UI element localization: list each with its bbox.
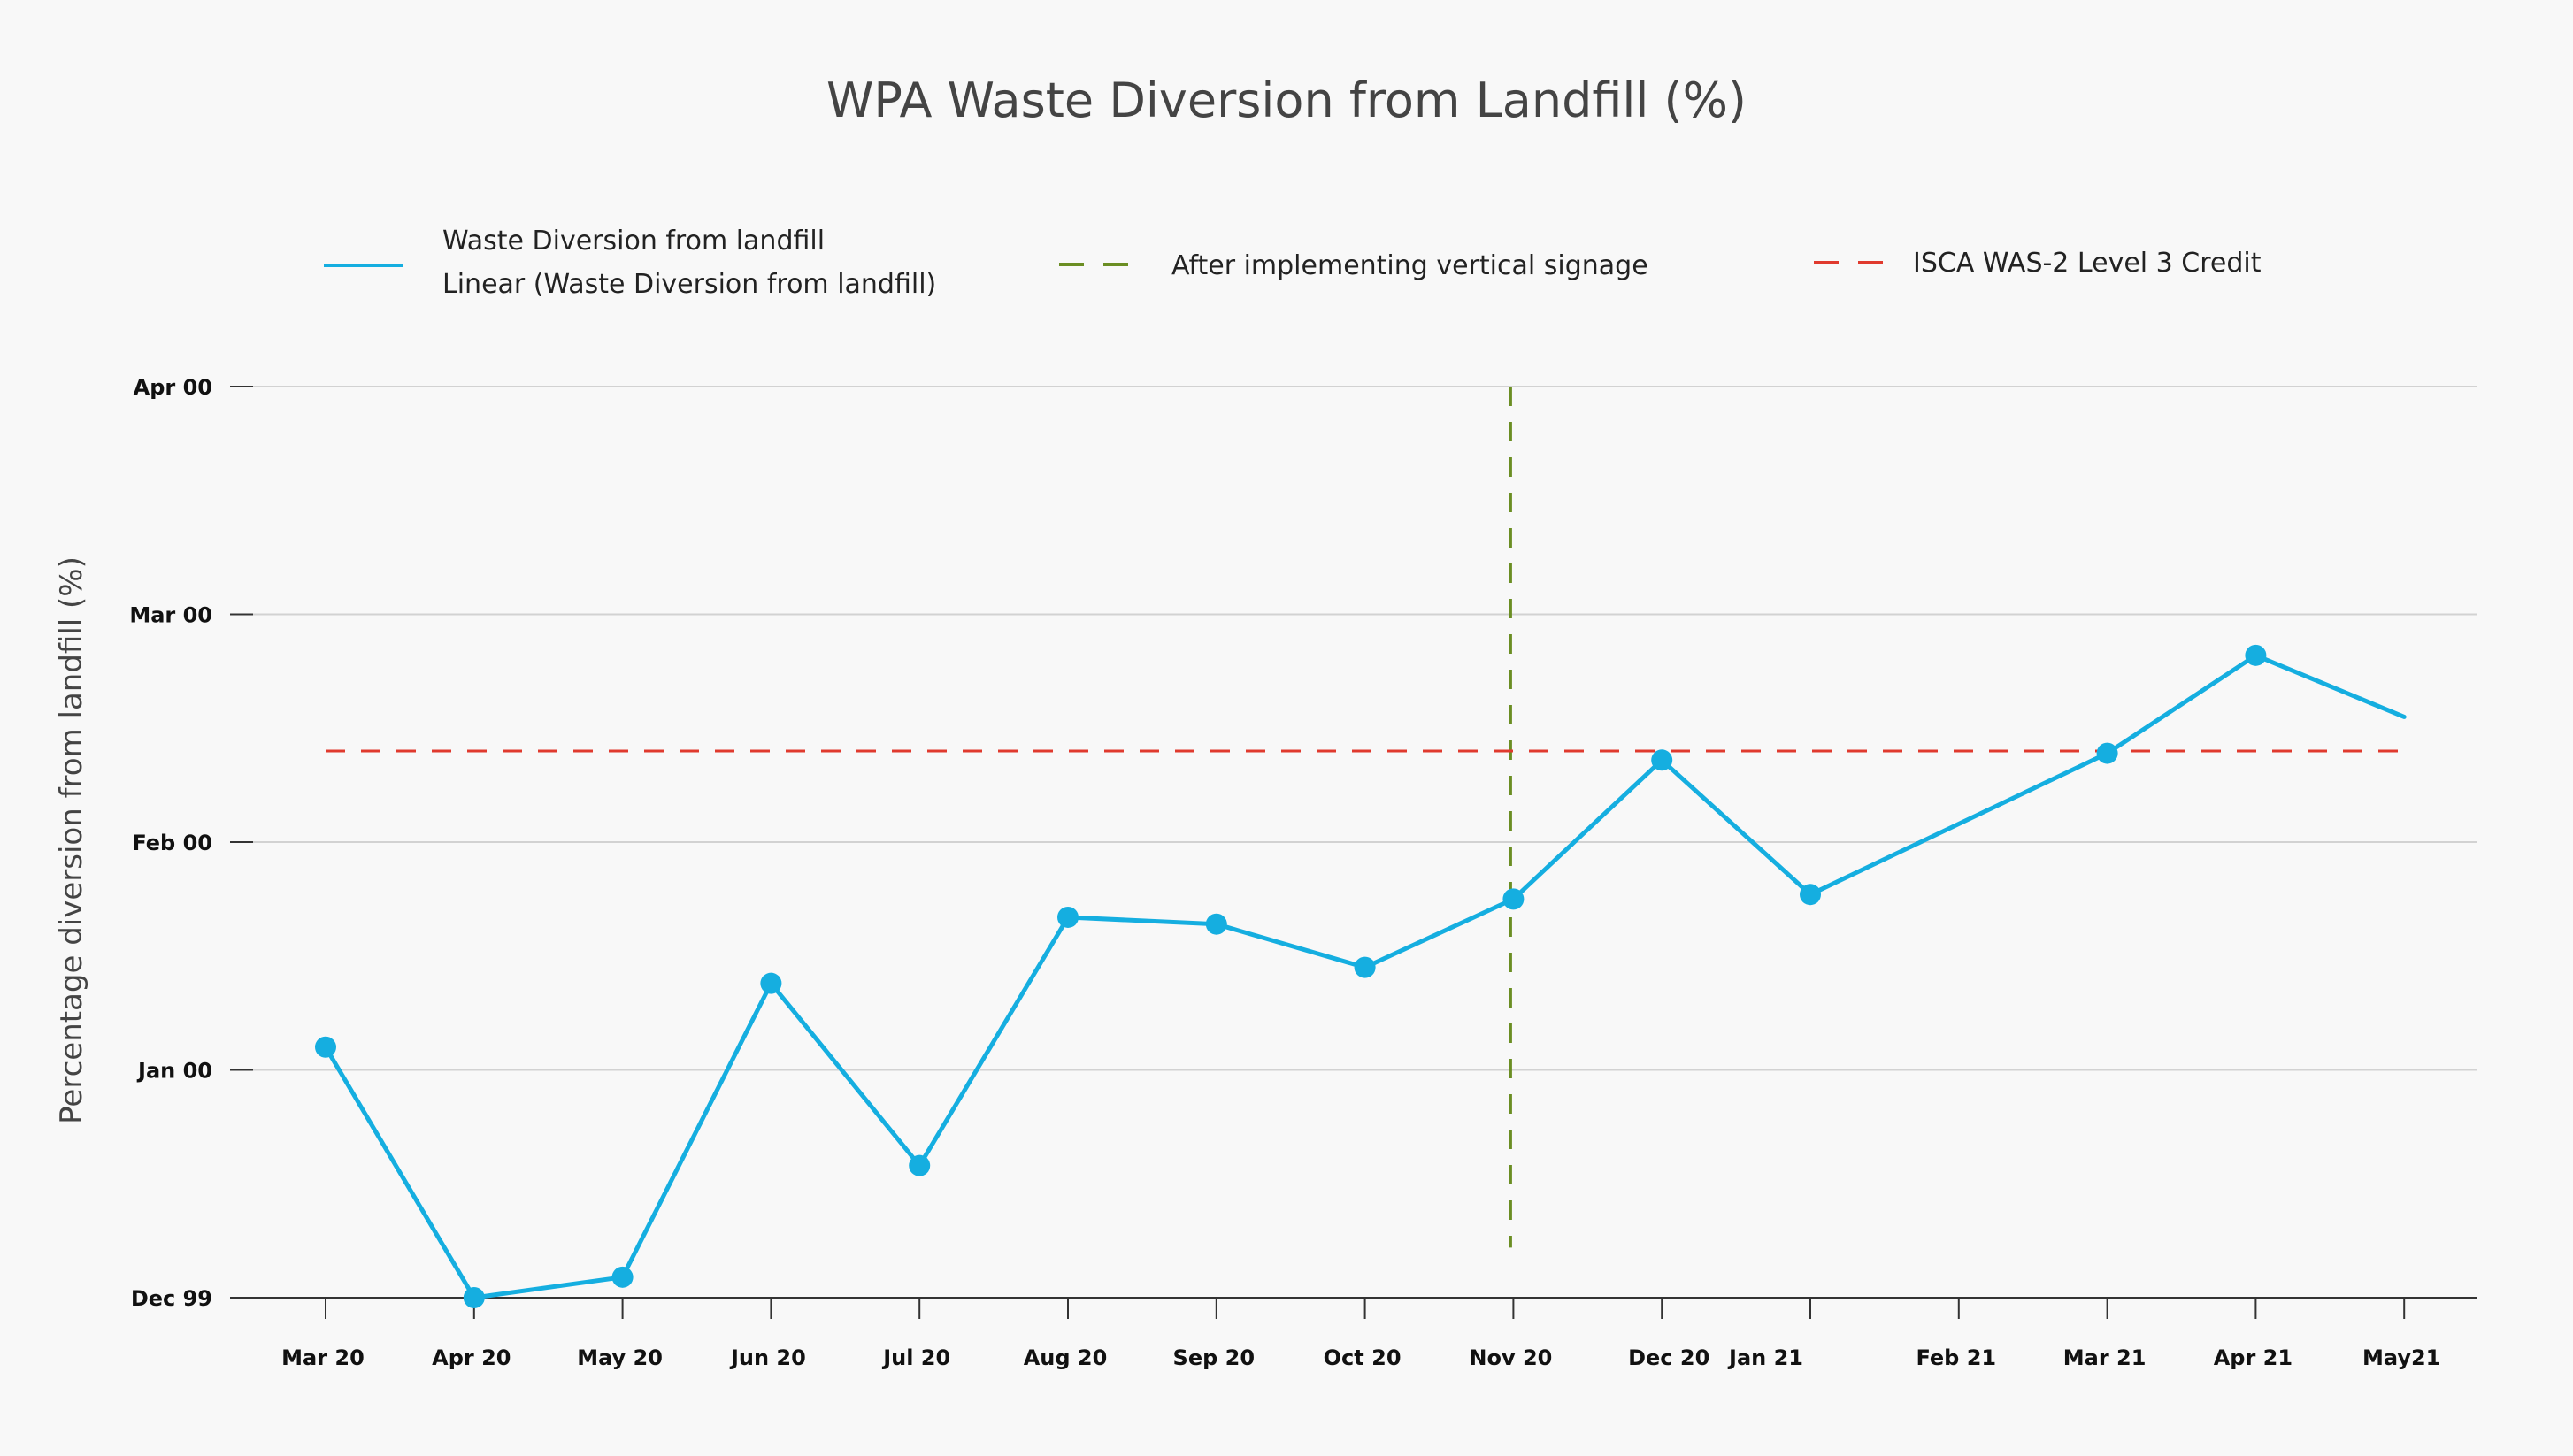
x-tick-label: Jun 20 [729, 1345, 806, 1370]
series-line [323, 653, 2407, 1300]
x-tick-label: Apr 20 [432, 1345, 511, 1370]
y-tick-label: Jan 00 [136, 1059, 212, 1084]
x-tick-label: Dec 20 [1628, 1345, 1709, 1370]
chart-title: WPA Waste Diversion from Landfill (%) [826, 73, 1747, 128]
x-tick-label: Aug 20 [1024, 1345, 1108, 1370]
reference-lines [326, 387, 2405, 1248]
x-tick-label: Sep 20 [1173, 1345, 1256, 1370]
data-point [1057, 906, 1079, 928]
x-tick-label: Oct 20 [1324, 1345, 1402, 1370]
y-tick-label: Feb 00 [132, 831, 212, 855]
data-point [1205, 913, 1227, 935]
x-tick-label: May21 [2362, 1345, 2440, 1370]
y-axis: Dec 99 Jan 00 Feb 00 Mar 00 Apr 00 [129, 375, 253, 1311]
data-point [2096, 742, 2118, 764]
legend-label-isca-credit: ISCA WAS-2 Level 3 Credit [1913, 248, 2262, 279]
x-axis: Mar 20 Apr 20 May 20 Jun 20 Jul 20 Aug 20 Sep … [234, 1297, 2477, 1370]
data-point [1800, 884, 1821, 906]
y-tick-label: Dec 99 [131, 1286, 212, 1311]
series-layer [315, 644, 2407, 1308]
y-axis-label: Percentage diversion from landfill (%) [54, 556, 89, 1124]
legend-label-waste-diversion: Waste Diversion from landfill [442, 226, 825, 257]
legend-label-vertical-signage: After implementing vertical signage [1171, 250, 1648, 281]
data-point [1502, 888, 1525, 910]
data-point [909, 1154, 931, 1176]
x-tick-label: May 20 [577, 1345, 663, 1370]
x-tick-label: Apr 21 [2214, 1345, 2293, 1370]
data-point [760, 972, 782, 994]
gridlines [234, 386, 2477, 1071]
y-tick-label: Apr 00 [134, 375, 212, 400]
x-tick-label: Jan 21 [1727, 1345, 1803, 1370]
x-tick-label: Mar 21 [2063, 1345, 2147, 1370]
data-point [2245, 644, 2267, 666]
y-tick-label: Mar 00 [129, 603, 212, 628]
data-point [1354, 956, 1376, 978]
x-tick-label: Jul 20 [881, 1345, 950, 1370]
data-point [1651, 749, 1673, 771]
legend-label-linear-trend: Linear (Waste Diversion from landfill) [442, 269, 936, 300]
data-point [315, 1036, 336, 1058]
legend: Waste Diversion from landfill Linear (Wa… [324, 226, 2262, 300]
x-tick-label: Mar 20 [281, 1345, 365, 1370]
x-tick-label: Nov 20 [1469, 1345, 1552, 1370]
data-point [463, 1287, 485, 1308]
data-point [611, 1266, 634, 1288]
x-tick-label: Feb 21 [1916, 1345, 1996, 1370]
